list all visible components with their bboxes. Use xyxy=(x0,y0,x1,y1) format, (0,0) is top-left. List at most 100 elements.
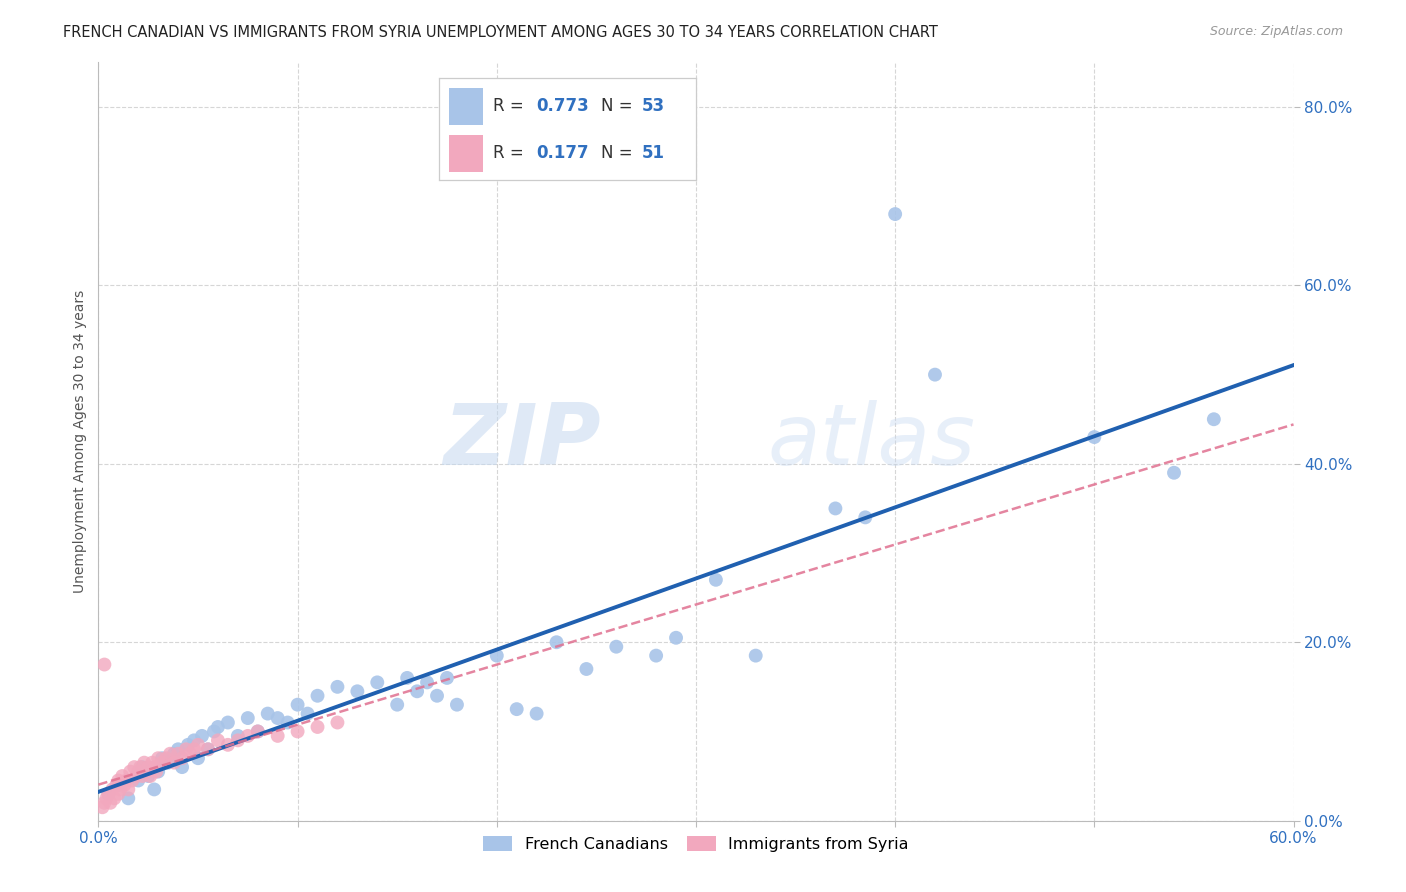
Point xyxy=(111,769,134,783)
Point xyxy=(704,573,727,587)
Point xyxy=(136,769,159,783)
Point xyxy=(326,715,349,730)
Point xyxy=(366,675,388,690)
Point xyxy=(112,778,135,792)
Point xyxy=(436,671,458,685)
Point xyxy=(1202,412,1225,426)
Point xyxy=(226,733,249,747)
Point xyxy=(172,760,194,774)
Point xyxy=(135,764,157,779)
Text: FRENCH CANADIAN VS IMMIGRANTS FROM SYRIA UNEMPLOYMENT AMONG AGES 30 TO 34 YEARS : FRENCH CANADIAN VS IMMIGRANTS FROM SYRIA… xyxy=(63,25,938,40)
Point xyxy=(191,729,214,743)
Point xyxy=(163,747,186,761)
Point xyxy=(526,706,548,721)
Point xyxy=(187,751,209,765)
Point xyxy=(139,769,162,783)
Point xyxy=(446,698,468,712)
Text: Source: ZipAtlas.com: Source: ZipAtlas.com xyxy=(1209,25,1343,38)
Point xyxy=(187,738,209,752)
Point xyxy=(148,764,170,779)
Point xyxy=(134,756,156,770)
Text: atlas: atlas xyxy=(768,400,976,483)
Point xyxy=(197,742,219,756)
Point xyxy=(406,684,429,698)
Point xyxy=(150,751,173,765)
Point xyxy=(129,760,152,774)
Point xyxy=(396,671,419,685)
Point xyxy=(121,773,143,788)
Point xyxy=(145,764,167,779)
Point xyxy=(124,760,146,774)
Point xyxy=(98,796,122,810)
Point xyxy=(93,657,115,672)
Point xyxy=(1163,466,1185,480)
Point xyxy=(91,800,114,814)
Point xyxy=(287,698,309,712)
Point xyxy=(159,747,181,761)
Point xyxy=(96,791,118,805)
Point xyxy=(125,769,148,783)
Point xyxy=(745,648,768,663)
Point xyxy=(120,764,142,779)
Point xyxy=(853,510,876,524)
Point xyxy=(546,635,568,649)
Point xyxy=(177,738,200,752)
Point xyxy=(197,742,219,756)
Point xyxy=(226,729,249,743)
Point xyxy=(127,764,149,779)
Point xyxy=(346,684,368,698)
Point xyxy=(267,729,290,743)
Point xyxy=(136,760,159,774)
Point xyxy=(246,724,269,739)
Point xyxy=(297,706,319,721)
Point xyxy=(267,711,290,725)
Point xyxy=(117,791,139,805)
Point xyxy=(307,689,329,703)
Point xyxy=(93,796,115,810)
Point xyxy=(103,791,125,805)
Point xyxy=(307,720,329,734)
Point xyxy=(217,738,239,752)
Point xyxy=(127,773,149,788)
Point xyxy=(416,675,439,690)
Point xyxy=(884,207,907,221)
Point xyxy=(385,698,409,712)
Point xyxy=(115,773,138,788)
Point xyxy=(277,715,299,730)
Point xyxy=(163,756,186,770)
Point xyxy=(107,787,129,801)
Point xyxy=(485,648,508,663)
Point xyxy=(143,782,166,797)
Point xyxy=(1083,430,1105,444)
Point xyxy=(236,729,259,743)
Y-axis label: Unemployment Among Ages 30 to 34 years: Unemployment Among Ages 30 to 34 years xyxy=(73,290,87,593)
Point xyxy=(217,715,239,730)
Legend: French Canadians, Immigrants from Syria: French Canadians, Immigrants from Syria xyxy=(477,830,915,858)
Point xyxy=(167,747,190,761)
Point xyxy=(143,760,166,774)
Point xyxy=(107,778,129,792)
Point xyxy=(107,773,129,788)
Point xyxy=(174,742,197,756)
Point xyxy=(924,368,946,382)
Point xyxy=(575,662,598,676)
Point xyxy=(179,747,201,761)
Point xyxy=(246,724,269,739)
Point xyxy=(101,782,124,797)
Point xyxy=(605,640,627,654)
Point xyxy=(157,756,180,770)
Point xyxy=(183,742,205,756)
Point xyxy=(155,751,177,765)
Point xyxy=(426,689,449,703)
Point xyxy=(131,760,153,774)
Point xyxy=(141,756,163,770)
Text: ZIP: ZIP xyxy=(443,400,600,483)
Point xyxy=(207,733,229,747)
Point xyxy=(131,769,153,783)
Point xyxy=(148,751,170,765)
Point xyxy=(172,751,194,765)
Point xyxy=(183,733,205,747)
Point xyxy=(207,720,229,734)
Point xyxy=(824,501,846,516)
Point xyxy=(167,742,190,756)
